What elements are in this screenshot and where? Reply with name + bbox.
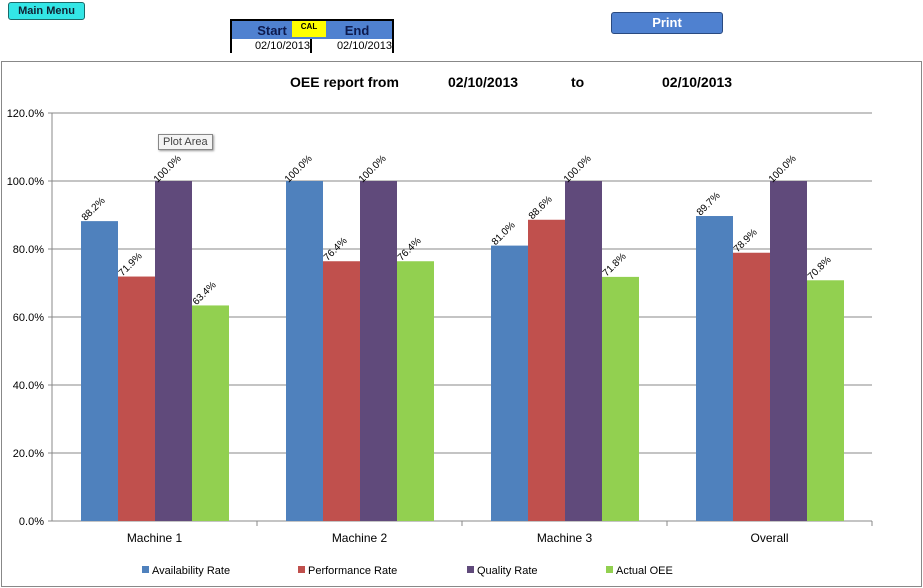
data-label: 100.0% xyxy=(152,153,184,185)
bar xyxy=(360,181,397,521)
legend-label: Actual OEE xyxy=(616,565,673,577)
legend-label: Quality Rate xyxy=(477,565,538,577)
bar xyxy=(155,181,192,521)
data-label: 63.4% xyxy=(191,280,219,308)
y-tick-label: 20.0% xyxy=(13,448,44,460)
y-tick-label: 60.0% xyxy=(13,312,44,324)
legend-swatch xyxy=(606,566,613,573)
bar xyxy=(286,181,323,521)
legend-swatch xyxy=(298,566,305,573)
end-label: End xyxy=(312,21,392,39)
data-label: 78.9% xyxy=(732,227,760,255)
print-button[interactable]: Print xyxy=(611,12,723,34)
y-tick-label: 120.0% xyxy=(7,108,45,120)
y-tick-label: 80.0% xyxy=(13,244,44,256)
bar xyxy=(565,181,602,521)
legend-label: Availability Rate xyxy=(152,565,230,577)
legend-label: Performance Rate xyxy=(308,565,397,577)
title-to-label: to xyxy=(571,74,585,90)
data-label: 71.9% xyxy=(117,251,145,279)
start-date[interactable]: 02/10/2013 xyxy=(232,39,312,53)
bar xyxy=(323,261,360,521)
title-to-date: 02/10/2013 xyxy=(662,74,733,90)
y-tick-label: 0.0% xyxy=(19,516,44,528)
bar xyxy=(733,252,770,522)
bar xyxy=(118,276,155,521)
x-tick-label: Machine 1 xyxy=(127,531,183,545)
legend-swatch xyxy=(142,566,149,573)
x-tick-label: Overall xyxy=(750,531,788,545)
title-prefix: OEE report from xyxy=(290,74,399,90)
x-tick-label: Machine 3 xyxy=(537,531,593,545)
bar xyxy=(192,305,229,521)
data-label: 71.8% xyxy=(601,251,629,279)
chart-area[interactable] xyxy=(1,61,922,587)
data-label: 100.0% xyxy=(357,153,389,185)
main-menu-button[interactable]: Main Menu xyxy=(8,2,85,20)
date-range-table: Start End CAL 02/10/2013 02/10/2013 xyxy=(230,19,394,53)
legend-swatch xyxy=(467,566,474,573)
y-tick-label: 40.0% xyxy=(13,380,44,392)
data-label: 89.7% xyxy=(695,190,723,218)
x-tick-label: Machine 2 xyxy=(332,531,388,545)
bar xyxy=(602,276,639,521)
data-label: 100.0% xyxy=(283,153,315,185)
data-label: 88.2% xyxy=(80,195,108,223)
end-date[interactable]: 02/10/2013 xyxy=(312,39,392,53)
data-label: 81.0% xyxy=(490,220,518,248)
bar xyxy=(397,261,434,521)
data-label: 100.0% xyxy=(767,153,799,185)
y-tick-label: 100.0% xyxy=(7,176,45,188)
bar xyxy=(81,221,118,521)
bar xyxy=(528,219,565,521)
bar xyxy=(696,216,733,521)
data-label: 88.6% xyxy=(527,194,555,222)
data-label: 70.8% xyxy=(806,255,834,283)
plot-area-tooltip: Plot Area xyxy=(158,134,213,150)
data-label: 100.0% xyxy=(562,153,594,185)
bar xyxy=(491,245,528,521)
title-from-date: 02/10/2013 xyxy=(448,74,519,90)
bar xyxy=(807,280,844,521)
calendar-button[interactable]: CAL xyxy=(292,21,326,37)
bar xyxy=(770,181,807,521)
